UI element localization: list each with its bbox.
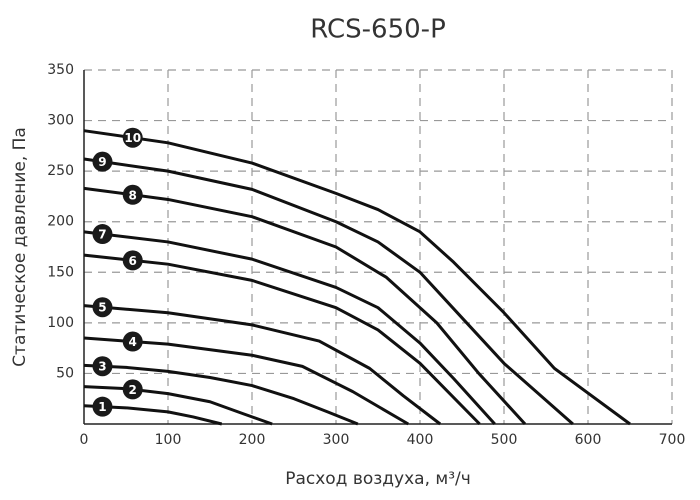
curve: [83, 129, 631, 426]
y-tick-label: 250: [47, 163, 74, 179]
label-text: 2: [129, 383, 137, 397]
y-axis-title: Статическое давление, Па: [10, 127, 30, 367]
label-text: 3: [98, 360, 106, 374]
label-text: 4: [129, 335, 137, 349]
curve: [83, 230, 496, 426]
label-badge: [92, 297, 113, 318]
curve-label: 3: [92, 356, 113, 377]
label-badge: [92, 224, 113, 245]
label-text: 8: [129, 188, 137, 202]
curve: [83, 157, 574, 426]
x-tick-label: 600: [575, 432, 602, 448]
label-text: 7: [98, 228, 106, 242]
curve: [83, 363, 359, 426]
label-text: 1: [98, 400, 106, 414]
y-tick-label: 50: [56, 365, 74, 381]
curve-label: 6: [122, 250, 143, 271]
x-axis-title: Расход воздуха, м³/ч: [285, 469, 471, 489]
y-tick-label: 350: [47, 62, 74, 78]
label-badge: [122, 250, 143, 271]
curve-label: 8: [122, 184, 143, 205]
label-text: 10: [124, 131, 141, 145]
curve-label: 7: [92, 224, 113, 245]
curve: [83, 336, 409, 426]
y-tick-label: 200: [47, 214, 74, 230]
x-tick-label: 400: [407, 432, 434, 448]
curve-label: 2: [122, 379, 143, 400]
curve: [83, 385, 273, 426]
curve-label: 1: [92, 396, 113, 417]
label-text: 9: [98, 155, 106, 169]
label-text: 5: [98, 301, 106, 315]
curve: [83, 186, 527, 426]
label-badge: [92, 396, 113, 417]
label-badge: [122, 127, 143, 148]
label-badge: [122, 379, 143, 400]
curve-label: 5: [92, 297, 113, 318]
label-text: 6: [129, 254, 137, 268]
x-tick-label: 200: [239, 432, 266, 448]
curve-label: 9: [92, 151, 113, 172]
y-tick-label: 100: [47, 315, 74, 331]
x-tick-label: 0: [80, 432, 89, 448]
x-tick-label: 500: [491, 432, 518, 448]
label-badge: [122, 331, 143, 352]
chart-title: RCS-650-P: [310, 15, 446, 45]
label-badge: [122, 184, 143, 205]
x-tick-label: 100: [155, 432, 182, 448]
label-badge: [92, 151, 113, 172]
x-tick-label: 700: [659, 432, 686, 448]
y-tick-label: 300: [47, 113, 74, 129]
curve: [83, 253, 481, 426]
label-badge: [92, 356, 113, 377]
curve-label: 10: [122, 127, 143, 148]
x-tick-label: 300: [323, 432, 350, 448]
curve: [83, 304, 442, 426]
curve-label: 4: [122, 331, 143, 352]
y-tick-label: 150: [47, 264, 74, 280]
